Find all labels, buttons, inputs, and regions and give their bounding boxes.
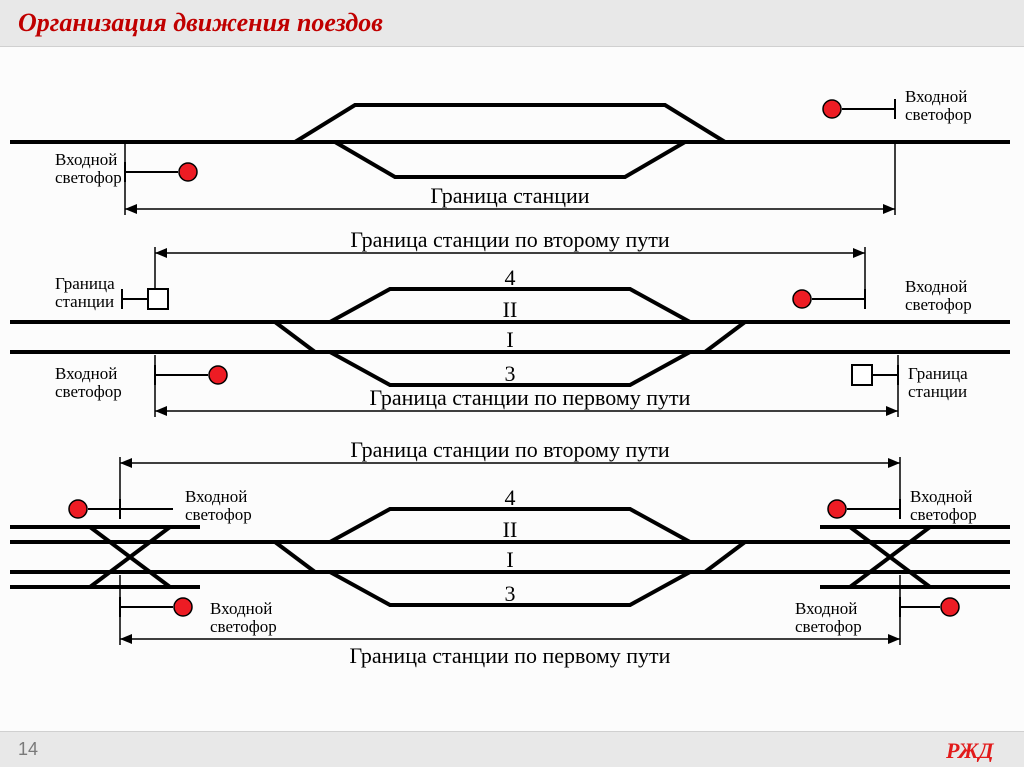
label-entry-signal: Входной: [210, 599, 272, 618]
boundary-post-right: [852, 365, 898, 385]
diagram-area: Входной светофор Входной светофор Границ…: [0, 47, 1024, 727]
entry-signal-ur-3: [828, 499, 900, 519]
header-bar: Организация движения поездов: [0, 0, 1024, 47]
label-entry-signal: Входной: [185, 487, 247, 506]
entry-signal-right-2: [793, 289, 865, 309]
entry-signal-right-1: [823, 99, 895, 119]
label-boundary-1st: Граница станции по первому пути: [370, 385, 691, 410]
track-label-II-3: II: [503, 517, 518, 542]
label-entry-signal: Входной: [795, 599, 857, 618]
label-entry-signal: светофор: [185, 505, 252, 524]
rzd-logo: РЖД: [946, 738, 1006, 762]
diagram-2: Граница станции по второму пути Граница …: [10, 227, 1010, 417]
page-title: Организация движения поездов: [18, 8, 1006, 38]
entry-signal-lr-3: [900, 597, 959, 617]
label-boundary-1st-3: Граница станции по первому пути: [350, 643, 671, 668]
railway-diagram: Входной светофор Входной светофор Границ…: [0, 47, 1024, 727]
track-label-I-3: I: [506, 547, 513, 572]
diagram-1: Входной светофор Входной светофор Границ…: [10, 87, 1010, 215]
label-entry-signal: светофор: [55, 382, 122, 401]
label-station-boundary: Граница станции: [430, 183, 589, 208]
label-entry-signal: светофор: [905, 295, 972, 314]
boundary-post-left: [122, 289, 168, 309]
label-entry-signal: Входной: [55, 150, 117, 169]
entry-signal-left-2: [155, 365, 227, 385]
track-label-I: I: [506, 327, 513, 352]
label-entry-signal: Входной: [905, 277, 967, 296]
label-entry-signal: Входной: [905, 87, 967, 106]
page-number: 14: [18, 739, 38, 760]
track-label-4-3: 4: [505, 485, 516, 510]
label-entry-signal: Входной: [55, 364, 117, 383]
track-label-3-3: 3: [505, 581, 516, 606]
label-entry-signal: светофор: [210, 617, 277, 636]
diagram-3: Граница станции по второму пути Входной …: [10, 437, 1010, 668]
label-entry-signal: светофор: [905, 105, 972, 124]
label-entry-signal: светофор: [910, 505, 977, 524]
footer-bar: 14 РЖД: [0, 731, 1024, 767]
label-boundary-post: станции: [55, 292, 114, 311]
entry-signal-left-1: [125, 162, 197, 182]
entry-signal-ul-3: [69, 499, 173, 519]
track-label-II: II: [503, 297, 518, 322]
label-entry-signal: светофор: [55, 168, 122, 187]
entry-signal-ll-3: [120, 597, 192, 617]
label-boundary-2nd-3: Граница станции по второму пути: [350, 437, 670, 462]
label-boundary-2nd: Граница станции по второму пути: [350, 227, 670, 252]
label-boundary-post: Граница: [908, 364, 968, 383]
label-entry-signal: Входной: [910, 487, 972, 506]
svg-text:РЖД: РЖД: [946, 738, 994, 762]
label-entry-signal: светофор: [795, 617, 862, 636]
label-boundary-post: Граница: [55, 274, 115, 293]
track-label-4: 4: [505, 265, 516, 290]
track-label-3: 3: [505, 361, 516, 386]
label-boundary-post: станции: [908, 382, 967, 401]
